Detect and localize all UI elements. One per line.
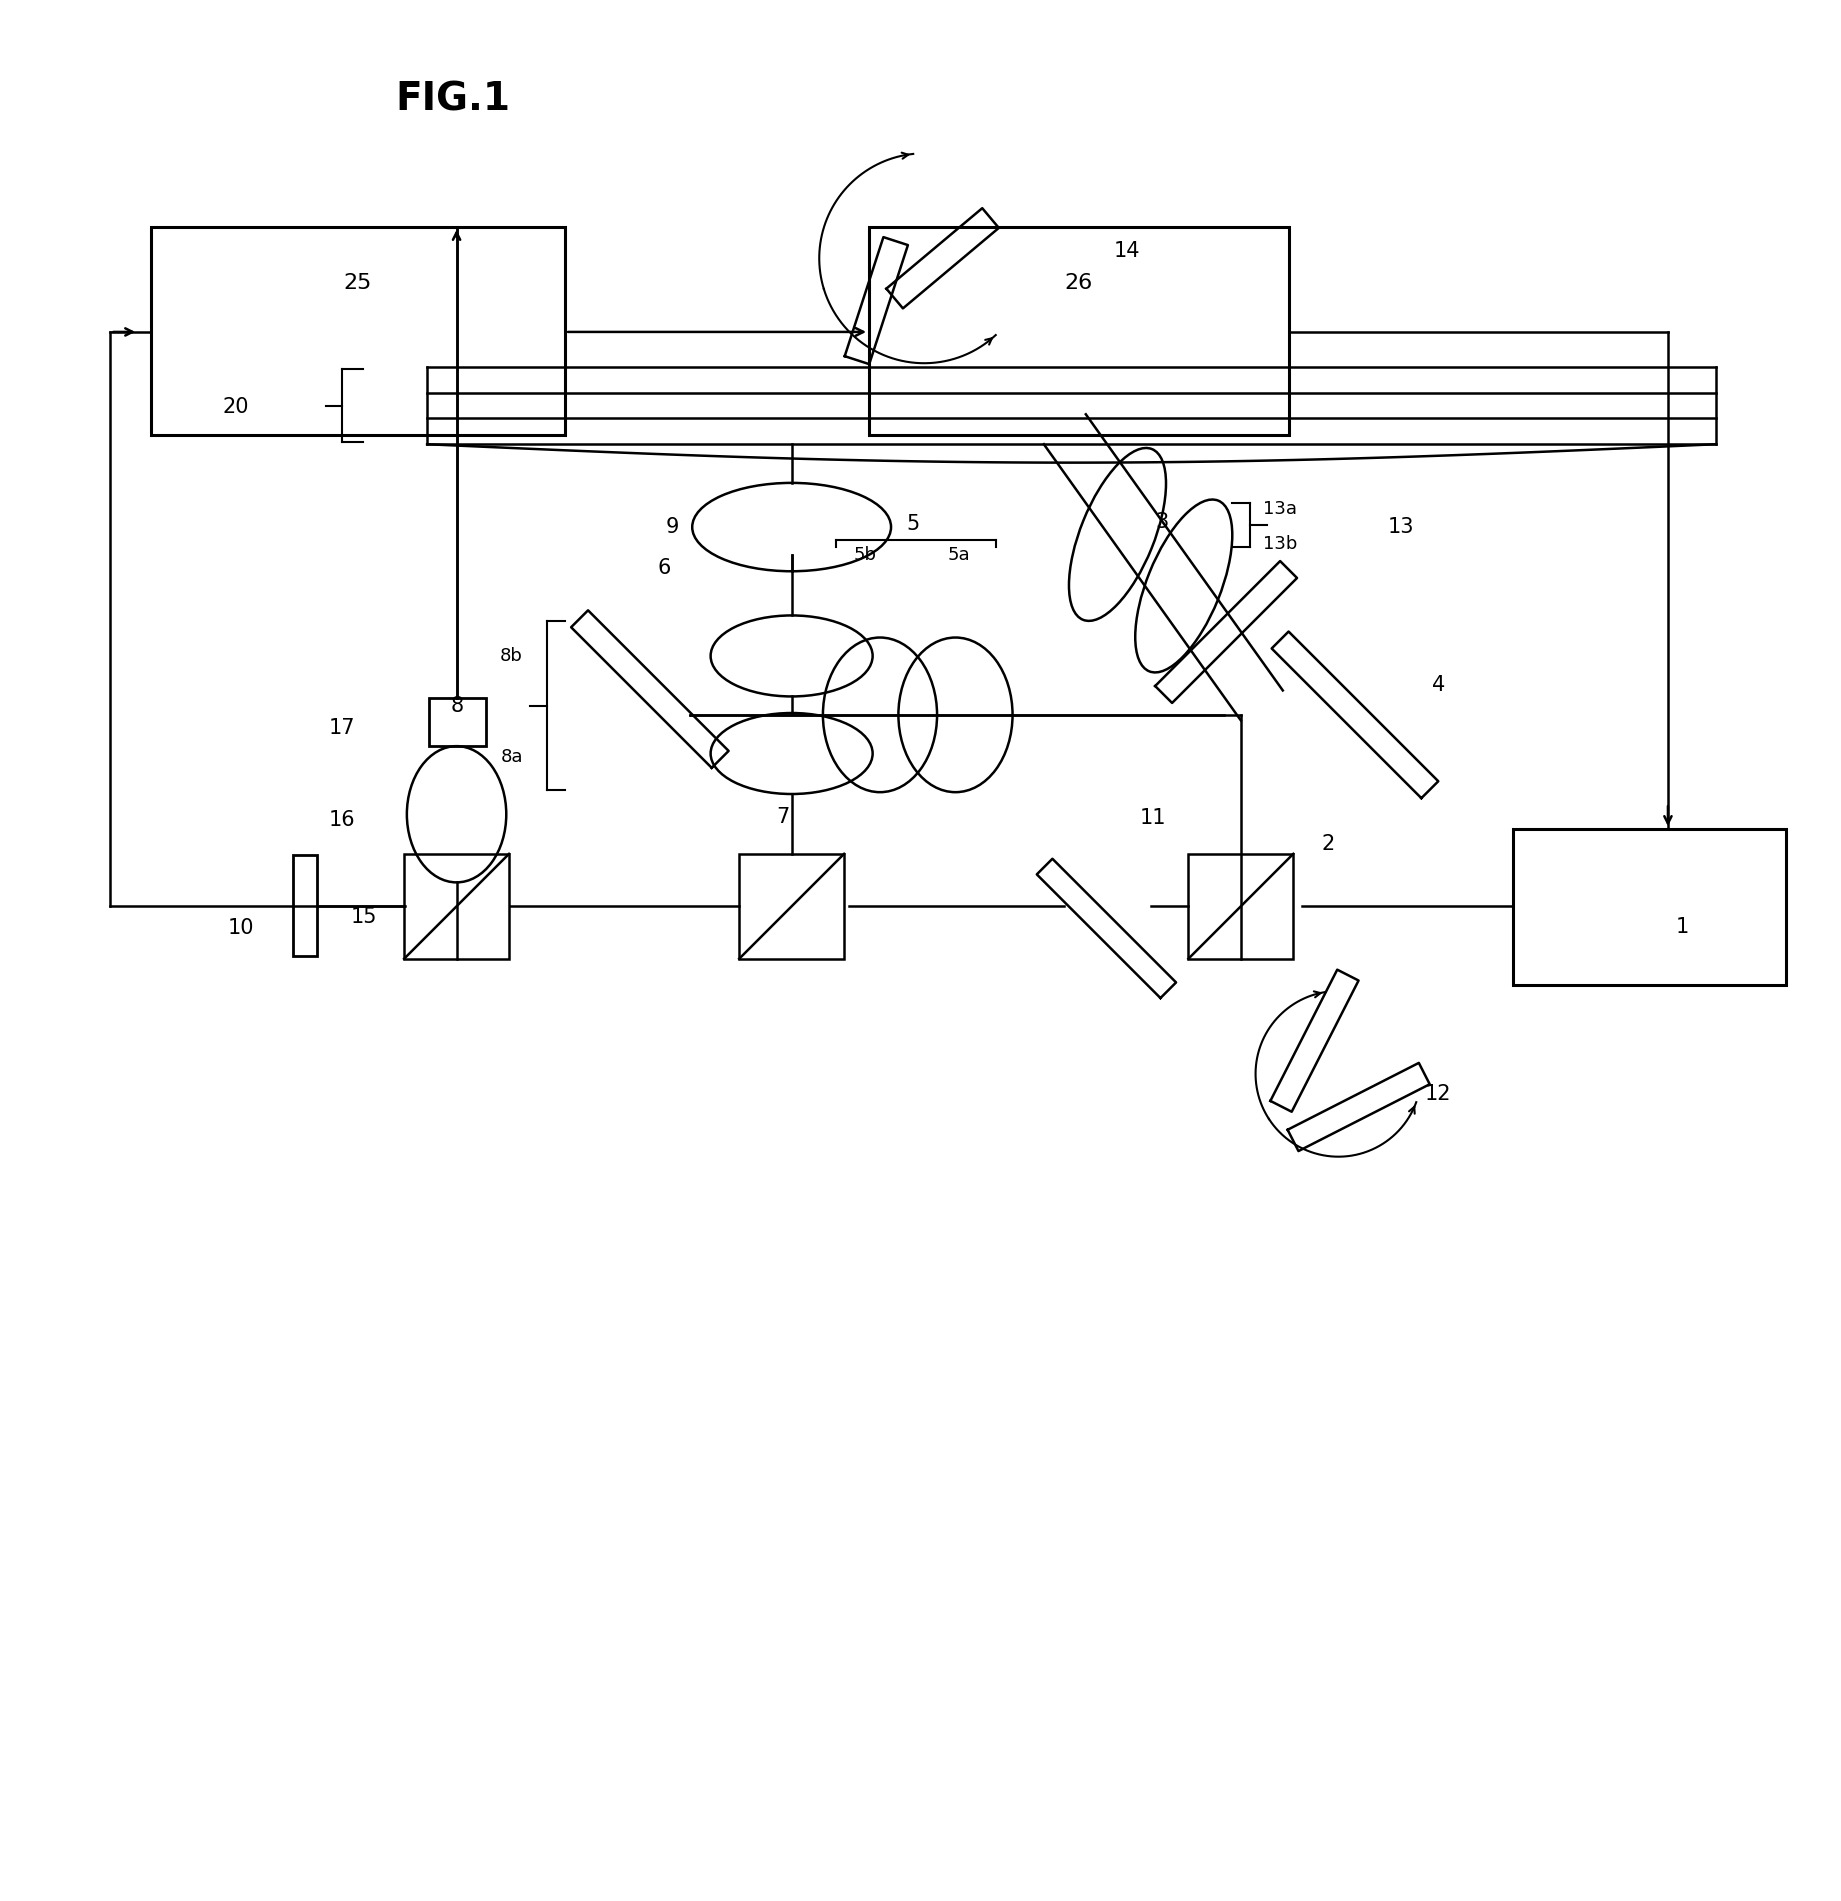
- Text: 7: 7: [775, 808, 790, 827]
- Bar: [1513, 829, 1786, 985]
- Text: 15: 15: [352, 907, 377, 928]
- Text: 14: 14: [1114, 241, 1140, 260]
- Text: 17: 17: [330, 719, 355, 738]
- Text: 25: 25: [342, 274, 372, 293]
- Bar: [738, 854, 843, 958]
- Bar: [403, 854, 508, 958]
- Text: 16: 16: [330, 810, 355, 831]
- Text: 6: 6: [657, 557, 670, 578]
- Text: 5: 5: [906, 515, 920, 534]
- Text: 13a: 13a: [1263, 500, 1296, 517]
- Text: 10: 10: [228, 918, 254, 939]
- Text: 5a: 5a: [948, 546, 970, 565]
- Text: 12: 12: [1425, 1084, 1451, 1104]
- Text: 2: 2: [1322, 835, 1335, 854]
- Text: 13: 13: [1388, 517, 1414, 538]
- Bar: [151, 226, 565, 435]
- Text: 26: 26: [1064, 274, 1094, 293]
- Text: 5b: 5b: [854, 546, 876, 565]
- Text: 11: 11: [1140, 808, 1165, 829]
- Text: 8: 8: [451, 696, 464, 715]
- Bar: [869, 226, 1289, 435]
- Text: 4: 4: [1432, 675, 1445, 696]
- Text: 9: 9: [666, 517, 679, 538]
- Bar: [1189, 854, 1292, 958]
- Bar: [429, 698, 486, 747]
- Text: 1: 1: [1675, 916, 1688, 937]
- Text: 8b: 8b: [501, 646, 523, 665]
- Text: 20: 20: [223, 397, 249, 418]
- Text: 8a: 8a: [501, 749, 523, 766]
- Text: 3: 3: [1156, 511, 1169, 532]
- Text: FIG.1: FIG.1: [396, 82, 510, 120]
- Text: 13b: 13b: [1263, 534, 1298, 553]
- Bar: [293, 855, 317, 956]
